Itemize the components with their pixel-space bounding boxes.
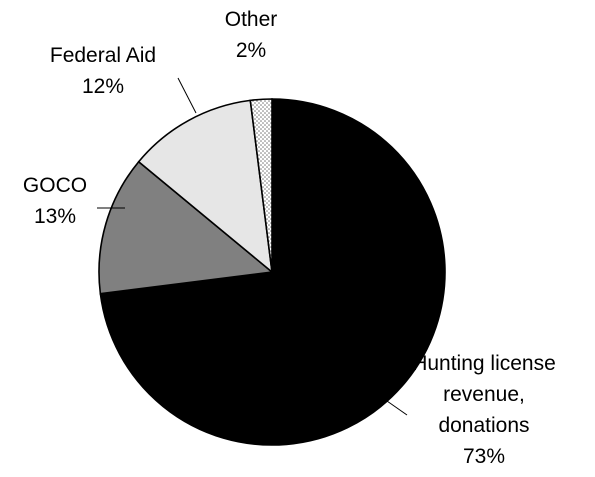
leader-line-federal-aid [177, 77, 197, 114]
slice-percent: 12% [82, 75, 124, 98]
slice-name-line: Hunting license [412, 352, 556, 375]
slice-label-federal-aid: Federal Aid 12% [50, 44, 156, 98]
leader-line-hunting-license-revenue-donations [366, 386, 408, 416]
slice-name-line: Federal Aid [50, 44, 156, 67]
leader-lines [97, 77, 408, 416]
slice-name-line: Other [225, 8, 278, 31]
slice-label-hunting-license-revenue-donations: Hunting license revenue, donations 73% [412, 352, 556, 468]
slice-name-line: donations [438, 414, 529, 437]
slice-percent: 73% [463, 445, 505, 468]
pie-slice-goco [98, 160, 274, 295]
slice-percent: 2% [236, 39, 266, 62]
pie-slices [98, 98, 446, 446]
slice-label-other: Other 2% [225, 8, 278, 62]
slice-label-goco: GOCO 13% [23, 174, 87, 228]
pie-slice-other [249, 98, 273, 273]
slice-labels: Hunting license revenue, donations 73% GOCO 1… [23, 8, 556, 468]
slice-name-line: GOCO [23, 174, 87, 197]
slice-percent: 13% [34, 205, 76, 228]
slice-name-line: revenue, [443, 383, 525, 406]
pie-slice-federal-aid [137, 99, 274, 274]
